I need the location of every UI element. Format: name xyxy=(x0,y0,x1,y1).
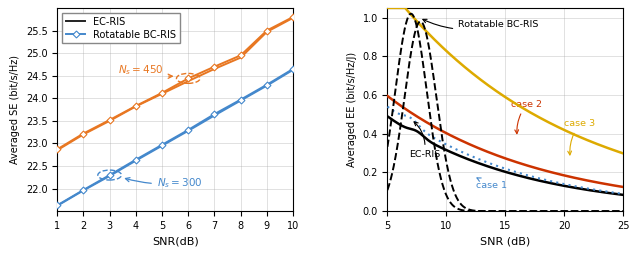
Text: case 2: case 2 xyxy=(511,100,543,134)
Y-axis label: Averaged EE (bit/s/Hz/J): Averaged EE (bit/s/Hz/J) xyxy=(347,52,357,167)
Text: Rotatable BC-RIS: Rotatable BC-RIS xyxy=(423,19,539,29)
Text: EC-RIS: EC-RIS xyxy=(409,122,440,159)
Text: case 3: case 3 xyxy=(564,119,595,155)
Y-axis label: Averaged SE (bit/s/Hz): Averaged SE (bit/s/Hz) xyxy=(10,55,20,164)
Text: case 1: case 1 xyxy=(476,178,507,190)
Legend: EC-RIS, Rotatable BC-RIS: EC-RIS, Rotatable BC-RIS xyxy=(62,13,180,44)
X-axis label: SNR(dB): SNR(dB) xyxy=(152,237,198,247)
Text: $N_s = 300$: $N_s = 300$ xyxy=(125,176,202,190)
X-axis label: SNR (dB): SNR (dB) xyxy=(480,237,530,247)
Text: $N_s = 450$: $N_s = 450$ xyxy=(118,63,172,78)
